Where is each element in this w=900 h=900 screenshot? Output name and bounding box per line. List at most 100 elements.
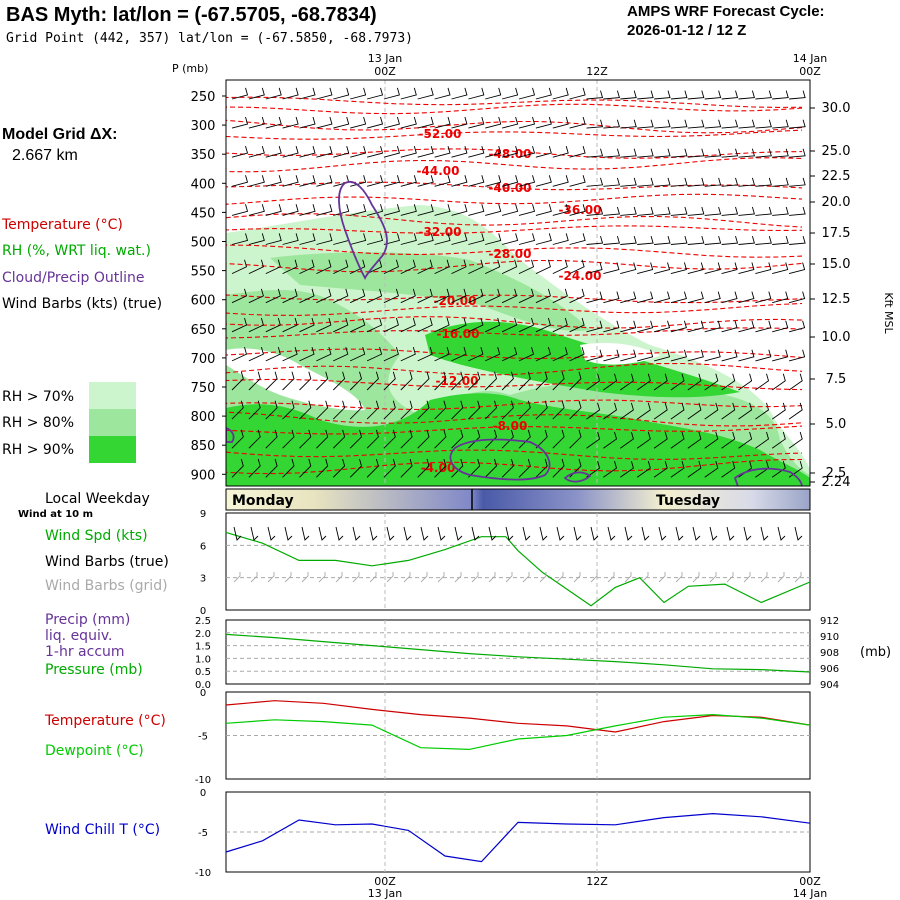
height-label-22.5: 22.5	[822, 169, 851, 184]
wind-barb	[687, 90, 705, 100]
wind-barb	[501, 288, 518, 304]
wind-barb	[248, 116, 265, 129]
wind-barb	[248, 400, 261, 420]
wind-barb	[518, 458, 531, 478]
wind-barb	[603, 402, 618, 420]
wind-barb	[282, 175, 299, 187]
precip-liq-label: liq. equiv.	[45, 628, 113, 644]
wind-barb	[265, 175, 282, 187]
wind-barb	[299, 371, 312, 391]
legend-rh80-label: RH > 80%	[2, 415, 75, 431]
temperature-line	[225, 700, 811, 733]
wind-barb-grid	[607, 572, 615, 583]
wind-barb	[451, 429, 464, 449]
temperature-contour	[226, 449, 803, 460]
wind-chill-panel-ytick: 0	[200, 788, 206, 799]
cloud-outline-lower-3	[733, 467, 803, 486]
wind-barb	[603, 431, 618, 449]
wind-barb	[636, 373, 651, 391]
wind-barb	[721, 90, 739, 100]
wind-barb-true	[250, 526, 259, 541]
weekday-bar: Monday Tuesday	[225, 488, 811, 511]
wind-barb	[704, 291, 721, 304]
wind-barb	[316, 233, 333, 245]
wind-barb	[248, 259, 264, 275]
wind-barb	[670, 431, 685, 449]
bottom-date-14jan: 14 Jan	[793, 887, 827, 900]
temperature-contour	[226, 411, 803, 427]
temperature-contour	[226, 399, 803, 411]
wind-barb	[620, 119, 637, 129]
wind-barb	[468, 87, 485, 100]
wind-barb	[485, 317, 501, 333]
wind-barb	[400, 346, 416, 362]
wind-barb	[637, 349, 654, 362]
temperature-contour-label: -48.00	[489, 147, 532, 161]
wind-barb	[434, 371, 447, 391]
wind-barb	[282, 116, 299, 129]
temperature-contour	[226, 259, 803, 273]
wind-barb	[518, 116, 536, 129]
wind-barb	[434, 429, 447, 449]
wind-barb-grid	[726, 572, 734, 583]
wind-barb	[350, 175, 367, 187]
legend-rh70-swatch	[89, 382, 136, 409]
wind-barb	[299, 346, 315, 362]
pressure-label-300: 300	[191, 119, 216, 134]
wind-barb	[350, 259, 366, 275]
wind-barb	[704, 148, 722, 158]
wind-barb	[552, 116, 569, 129]
pressure-label-550: 550	[191, 265, 216, 280]
wind-barb	[417, 204, 434, 216]
wind-barb	[451, 400, 464, 420]
wind-barb	[687, 373, 702, 391]
wind-barb	[518, 429, 531, 449]
wind-barb	[451, 317, 467, 333]
wind-barb	[468, 175, 485, 187]
wind-barb	[755, 262, 772, 275]
wind-barb	[231, 288, 248, 304]
wind-barb	[535, 116, 552, 129]
wind-barb	[620, 177, 637, 187]
wind-barb	[654, 148, 671, 158]
wind-barb	[755, 148, 772, 158]
wind-chill-label: Wind Chill T (°C)	[45, 822, 161, 838]
wind-barb	[333, 116, 350, 129]
wind-barb	[569, 400, 582, 420]
wind-barb	[518, 87, 536, 100]
wind-barb	[535, 458, 548, 478]
wind-barb	[636, 402, 651, 420]
wind-barb	[468, 346, 484, 362]
wind-barb-grid	[335, 572, 343, 583]
wind-barb	[231, 259, 248, 275]
wind-barb	[485, 233, 502, 245]
wind-barb	[535, 288, 551, 304]
wind-barb	[265, 400, 278, 420]
wind-barb	[417, 259, 433, 275]
wind-barb	[687, 349, 704, 362]
wind-barb	[704, 373, 719, 391]
wind-barb	[484, 371, 498, 391]
pressure-label-900: 900	[191, 468, 216, 483]
wind-barb	[468, 116, 485, 129]
wind-barb	[670, 291, 687, 304]
wind-barb-grid	[760, 572, 768, 583]
wind-barb	[350, 145, 367, 158]
wind-barb	[637, 177, 654, 187]
wind-barb	[417, 400, 430, 420]
wind-barb	[636, 460, 651, 478]
wind-barb	[451, 175, 468, 187]
pressure-label-750: 750	[191, 381, 216, 396]
grid-point-label: Grid Point (442, 357) lat/lon = (-67.585…	[6, 31, 413, 46]
wind-barb	[755, 291, 772, 304]
wind-barb	[620, 460, 634, 478]
wind-barb	[789, 90, 806, 100]
wind-barb	[299, 458, 312, 478]
wind-barb-true	[369, 526, 378, 541]
wind-barb-true	[641, 526, 650, 541]
wind-barb	[755, 373, 770, 391]
temperature-contour	[226, 103, 803, 115]
wind-barb	[366, 371, 379, 391]
wind-barb	[451, 259, 467, 275]
precip-panel-ytick: 2.0	[195, 629, 211, 640]
